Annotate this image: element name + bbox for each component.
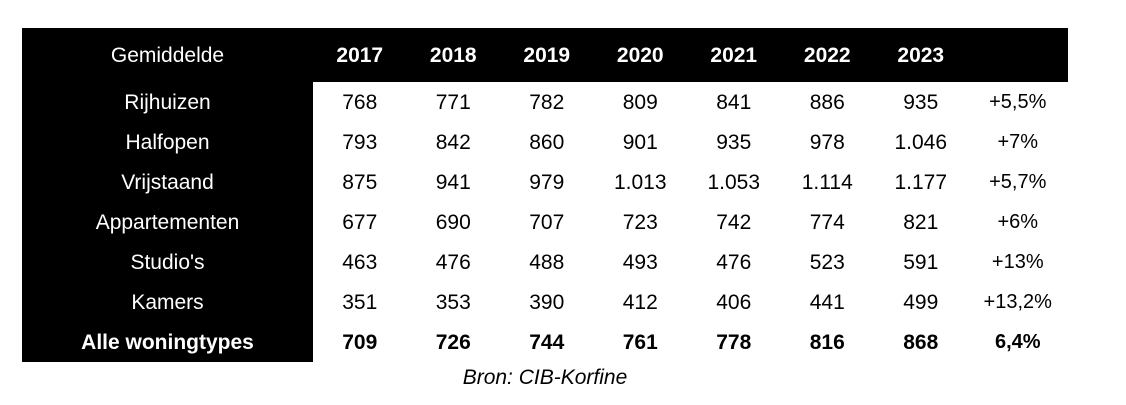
header-year-2019: 2019	[500, 28, 594, 82]
value-cell: 886	[780, 82, 874, 122]
value-cell: 591	[874, 242, 968, 282]
value-cell: 709	[313, 322, 407, 362]
value-cell: 742	[687, 202, 781, 242]
value-cell: 860	[500, 122, 594, 162]
value-cell: 821	[874, 202, 968, 242]
value-cell: 499	[874, 282, 968, 322]
value-cell: 488	[500, 242, 594, 282]
row-label-halfopen: Halfopen	[22, 122, 313, 162]
value-cell: 351	[313, 282, 407, 322]
pct-cell: +7%	[967, 122, 1068, 162]
pct-cell: 6,4%	[967, 322, 1068, 362]
value-cell: 744	[500, 322, 594, 362]
header-year-2018: 2018	[406, 28, 500, 82]
value-cell: 1.114	[780, 162, 874, 202]
value-cell: 707	[500, 202, 594, 242]
source-caption: Bron: CIB-Korfine	[462, 366, 628, 389]
housing-rent-table: Gemiddelde 2017 2018 2019 2020 2021 2022 2023 Ri…	[22, 28, 1068, 362]
value-cell: 723	[593, 202, 687, 242]
value-cell: 771	[406, 82, 500, 122]
value-cell: 793	[313, 122, 407, 162]
value-cell: 901	[593, 122, 687, 162]
value-cell: 493	[593, 242, 687, 282]
value-cell: 979	[500, 162, 594, 202]
value-cell: 778	[687, 322, 781, 362]
header-year-2023: 2023	[874, 28, 968, 82]
value-cell: 476	[687, 242, 781, 282]
row-label-vrijstaand: Vrijstaand	[22, 162, 313, 202]
value-cell: 1.013	[593, 162, 687, 202]
value-cell: 935	[874, 82, 968, 122]
header-year-2022: 2022	[780, 28, 874, 82]
value-cell: 841	[687, 82, 781, 122]
value-cell: 809	[593, 82, 687, 122]
value-cell: 476	[406, 242, 500, 282]
value-cell: 523	[780, 242, 874, 282]
value-cell: 1.053	[687, 162, 781, 202]
value-cell: 441	[780, 282, 874, 322]
value-cell: 842	[406, 122, 500, 162]
value-cell: 978	[780, 122, 874, 162]
value-cell: 782	[500, 82, 594, 122]
header-year-2021: 2021	[687, 28, 781, 82]
value-cell: 463	[313, 242, 407, 282]
value-cell: 726	[406, 322, 500, 362]
value-cell: 941	[406, 162, 500, 202]
header-pct-spacer	[967, 28, 1068, 82]
value-cell: 935	[687, 122, 781, 162]
value-cell: 875	[313, 162, 407, 202]
value-cell: 406	[687, 282, 781, 322]
value-cell: 690	[406, 202, 500, 242]
header-title: Gemiddelde	[22, 28, 313, 82]
value-cell: 1.177	[874, 162, 968, 202]
value-cell: 1.046	[874, 122, 968, 162]
row-label-alle-woningtypes: Alle woningtypes	[22, 322, 313, 362]
value-cell: 868	[874, 322, 968, 362]
row-label-rijhuizen: Rijhuizen	[22, 82, 313, 122]
pct-cell: +13,2%	[967, 282, 1068, 322]
pct-cell: +13%	[967, 242, 1068, 282]
pct-cell: +6%	[967, 202, 1068, 242]
value-cell: 677	[313, 202, 407, 242]
value-cell: 353	[406, 282, 500, 322]
row-label-appartementen: Appartementen	[22, 202, 313, 242]
value-cell: 816	[780, 322, 874, 362]
row-label-kamers: Kamers	[22, 282, 313, 322]
row-label-studio-s: Studio's	[22, 242, 313, 282]
header-year-2017: 2017	[313, 28, 407, 82]
pct-cell: +5,7%	[967, 162, 1068, 202]
value-cell: 390	[500, 282, 594, 322]
value-cell: 412	[593, 282, 687, 322]
value-cell: 768	[313, 82, 407, 122]
value-cell: 774	[780, 202, 874, 242]
pct-cell: +5,5%	[967, 82, 1068, 122]
value-cell: 761	[593, 322, 687, 362]
header-year-2020: 2020	[593, 28, 687, 82]
